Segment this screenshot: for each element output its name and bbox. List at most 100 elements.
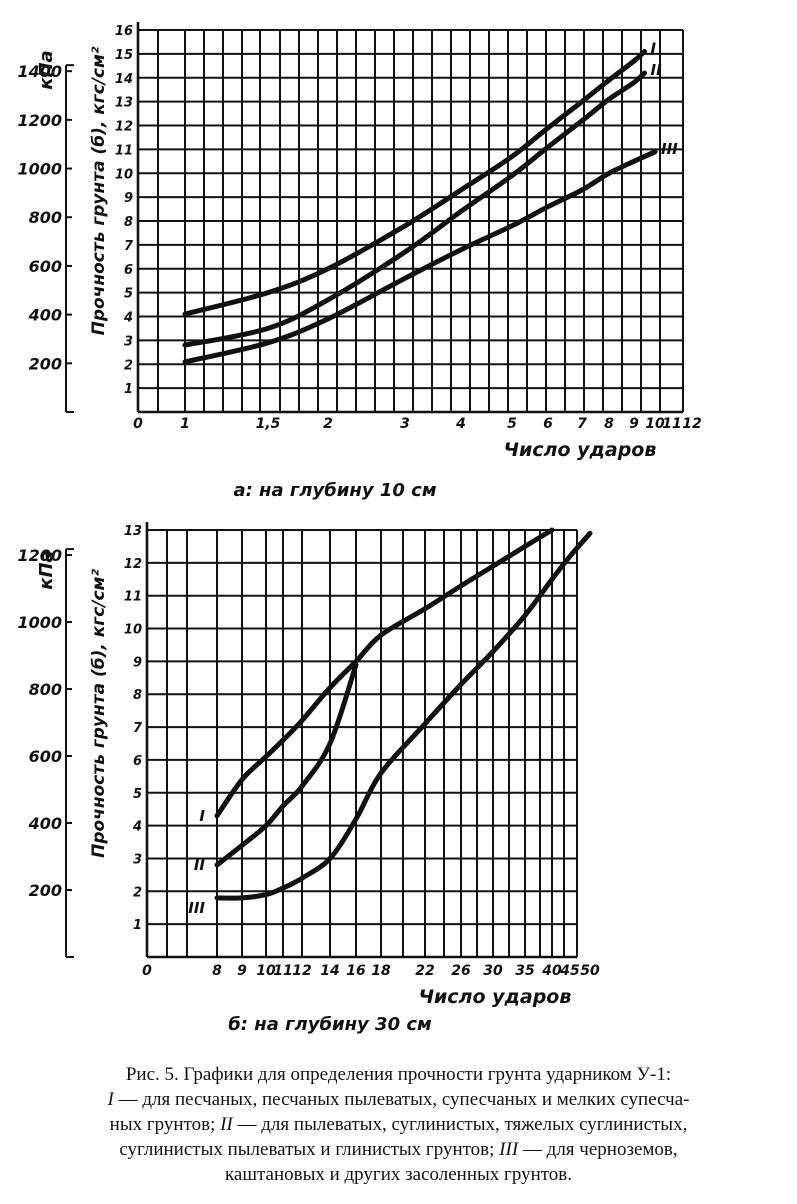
y2-axis-label: кПа bbox=[36, 550, 57, 589]
y-tick-label: 9 bbox=[133, 655, 142, 670]
caption-line-5: каштановых и других засоленных грунтов. bbox=[224, 1164, 573, 1185]
chart-subtitle: а: на глубину 10 см bbox=[233, 480, 436, 501]
y-tick-label: 7 bbox=[133, 721, 143, 736]
figure-caption: Рис. 5. Графики для определения прочност… bbox=[30, 1062, 767, 1187]
series-label-i: I bbox=[199, 807, 205, 825]
x-tick-label: 3 bbox=[400, 416, 410, 432]
x-tick-label: 40 bbox=[541, 963, 562, 979]
caption-roman-2: II bbox=[220, 1114, 233, 1135]
caption-roman-3: III bbox=[499, 1139, 519, 1160]
caption-text-4b: — для черноземов, bbox=[518, 1139, 678, 1160]
x-tick-label: 26 bbox=[451, 963, 471, 979]
chart-b: 1234567891011121320040060080010001200кПа… bbox=[17, 522, 600, 1035]
series-label-ii: II bbox=[194, 856, 206, 874]
y-tick-label: 2 bbox=[124, 358, 133, 373]
x-tick-label: 16 bbox=[346, 963, 366, 979]
chart-a: 1234567891011121314151620040060080010001… bbox=[17, 22, 702, 501]
x-tick-label: 11 bbox=[273, 963, 292, 979]
caption-roman-1: I bbox=[107, 1089, 114, 1110]
y-tick-label: 8 bbox=[133, 688, 142, 703]
y-tick-label: 2 bbox=[133, 885, 142, 900]
y-tick-label: 13 bbox=[115, 96, 133, 111]
caption-line-2: I — для песчаных, песчаных пылеватых, су… bbox=[30, 1087, 767, 1112]
y2-tick-label: 800 bbox=[29, 680, 62, 699]
x-tick-label: 10 bbox=[256, 963, 276, 979]
y2-axis-label: кПа bbox=[36, 50, 57, 89]
figure: 1234567891011121314151620040060080010001… bbox=[17, 22, 702, 1035]
caption-text-3a: ных грунтов; bbox=[109, 1114, 221, 1135]
x-tick-label: 7 bbox=[577, 416, 587, 432]
y-tick-label: 7 bbox=[124, 239, 134, 254]
y2-tick-label: 200 bbox=[29, 881, 62, 900]
y-tick-label: 15 bbox=[115, 48, 133, 63]
x-axis-label: Число ударов bbox=[419, 986, 572, 1008]
y-tick-label: 6 bbox=[133, 754, 142, 769]
series-line-ii bbox=[182, 70, 647, 348]
y-tick-label: 8 bbox=[124, 215, 133, 230]
y-tick-label: 3 bbox=[133, 852, 142, 867]
y2-tick-label: 200 bbox=[29, 354, 62, 373]
y-tick-label: 10 bbox=[115, 167, 133, 182]
y-tick-label: 16 bbox=[115, 24, 133, 39]
series-line-i bbox=[214, 527, 555, 819]
y2-tick-label: 1000 bbox=[17, 160, 62, 179]
series-line-iii bbox=[182, 149, 658, 365]
caption-text-3b: — для пылеватых, суглинистых, тяжелых су… bbox=[232, 1114, 688, 1135]
y-tick-label: 12 bbox=[115, 120, 133, 135]
y-tick-label: 11 bbox=[115, 143, 133, 158]
y-tick-label: 6 bbox=[124, 263, 133, 278]
y2-tick-label: 1400 bbox=[17, 62, 62, 81]
x-tick-label: 9 bbox=[237, 963, 247, 979]
x-axis-label: Число ударов bbox=[504, 439, 657, 461]
y2-tick-label: 400 bbox=[28, 306, 62, 325]
y-tick-label: 11 bbox=[124, 590, 142, 605]
series-line-ii bbox=[214, 662, 359, 868]
series-label-i: I bbox=[651, 39, 657, 57]
grid bbox=[136, 22, 684, 414]
y-axis-label: Прочность грунта (б), кгс/см² bbox=[89, 46, 109, 335]
x-tick-label: 1,5 bbox=[256, 416, 281, 432]
y-tick-label: 4 bbox=[132, 820, 142, 835]
x-tick-label: 5 bbox=[507, 416, 517, 432]
y2-tick-label: 1000 bbox=[17, 613, 62, 632]
x-tick-label: 8 bbox=[212, 963, 222, 979]
x-tick-label: 50 bbox=[580, 963, 600, 979]
x-tick-label: 18 bbox=[371, 963, 391, 979]
series-line-i bbox=[182, 49, 647, 317]
x-tick-label: 22 bbox=[415, 963, 434, 979]
y-axis-label: Прочность грунта (б), кгс/см² bbox=[89, 569, 109, 858]
x-tick-label: 6 bbox=[543, 416, 553, 432]
caption-text-4a: суглинистых пылеватых и глинистых грунто… bbox=[119, 1139, 500, 1160]
caption-line-1: Рис. 5. Графики для определения прочност… bbox=[125, 1064, 672, 1085]
x-tick-label: 9 bbox=[629, 416, 639, 432]
y2-tick-label: 600 bbox=[29, 257, 62, 276]
y-tick-label: 14 bbox=[115, 72, 133, 87]
x-tick-label: 10 bbox=[645, 416, 665, 432]
y-tick-label: 13 bbox=[124, 524, 142, 539]
x-tick-label: 0 bbox=[142, 963, 152, 979]
y2-tick-label: 600 bbox=[29, 747, 62, 766]
y-tick-label: 12 bbox=[124, 557, 142, 572]
caption-line-4: суглинистых пылеватых и глинистых грунто… bbox=[30, 1137, 767, 1162]
y-tick-label: 5 bbox=[124, 287, 133, 302]
series-label-ii: II bbox=[651, 61, 663, 79]
grid bbox=[145, 522, 578, 959]
x-tick-label: 12 bbox=[292, 963, 311, 979]
caption-text-2: — для песчаных, песчаных пылеватых, супе… bbox=[113, 1089, 690, 1110]
y-tick-label: 3 bbox=[124, 334, 133, 349]
x-tick-label: 30 bbox=[483, 963, 503, 979]
x-tick-label: 45 bbox=[559, 963, 580, 979]
x-tick-label: 14 bbox=[320, 963, 339, 979]
series-label-iii: III bbox=[188, 899, 205, 917]
y2-tick-label: 1200 bbox=[17, 546, 62, 565]
x-tick-label: 35 bbox=[515, 963, 535, 979]
y-tick-label: 1 bbox=[133, 918, 142, 933]
x-tick-label: 11 bbox=[662, 416, 681, 432]
y-tick-label: 4 bbox=[123, 311, 133, 326]
y2-tick-label: 800 bbox=[29, 208, 62, 227]
y2-tick-label: 1200 bbox=[17, 111, 62, 130]
y-tick-label: 5 bbox=[133, 787, 142, 802]
x-tick-label: 8 bbox=[604, 416, 614, 432]
x-tick-label: 12 bbox=[682, 416, 701, 432]
y-tick-label: 10 bbox=[124, 623, 142, 638]
